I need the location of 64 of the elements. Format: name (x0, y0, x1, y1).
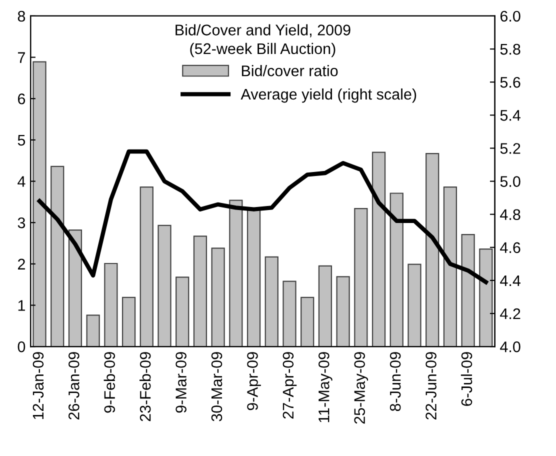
y2-tick-label: 5.8 (500, 44, 520, 55)
x-tick-label: 23-Feb-09 (140, 352, 151, 422)
y2-tick-label: 6.0 (500, 10, 520, 22)
y2-tick-label: 5.4 (500, 110, 520, 121)
y-tick-label: 8 (18, 10, 26, 22)
text: (52-week Bill Auction) (190, 42, 336, 58)
y2-tick-label: 5.0 (500, 176, 520, 187)
x-tick-label: 9-Apr-09 (247, 352, 261, 410)
bar (354, 208, 368, 347)
x-tick-label: 25-May-09 (354, 352, 368, 424)
bar (264, 256, 278, 347)
bar (282, 280, 296, 347)
bar (372, 152, 386, 347)
y-tick-label: 5 (18, 134, 26, 146)
y2-tick-label: 5.6 (500, 76, 520, 88)
bar (193, 236, 208, 347)
bar (479, 248, 493, 347)
bar (158, 224, 172, 347)
bar (211, 248, 225, 347)
x-tick-label: 26-Jan-09 (68, 352, 80, 420)
y2-tick-label: 4.0 (500, 341, 520, 352)
y2-tick-label: 4.4 (500, 275, 520, 286)
bar (443, 186, 458, 347)
bar (86, 314, 100, 347)
x-tick-label: 6-Jul-09 (460, 352, 472, 406)
y2-tick-label: 4.8 (500, 209, 520, 220)
bar (32, 61, 46, 347)
bar (140, 186, 154, 347)
legend-label: Bid/cover ratio (242, 65, 338, 76)
bar (300, 296, 314, 347)
y-tick-label: 6 (18, 93, 26, 104)
x-tick-label: 27-Apr-09 (282, 352, 297, 419)
bar (336, 276, 350, 347)
y-tick-label: 2 (18, 258, 25, 270)
x-tick-label: 11-May-09 (318, 352, 332, 422)
y-tick-label: 4 (18, 176, 26, 187)
y2-tick-label: 5.2 (500, 143, 520, 154)
x-tick-label: 9-Mar-09 (176, 352, 186, 413)
bar (318, 265, 332, 347)
bar (50, 166, 64, 347)
bar (246, 208, 261, 347)
x-tick-label: 12-Jan-09 (32, 352, 44, 420)
y-tick-label: 3 (18, 217, 26, 228)
y-tick-label: 0 (18, 341, 26, 352)
y2-tick-label: 4.6 (500, 242, 520, 254)
bar (408, 264, 422, 347)
bar (122, 296, 136, 347)
x-tick-label: 22-Jun-09 (426, 352, 436, 420)
legend-label: Average yield (right scale) (240, 88, 416, 103)
bar (176, 276, 190, 347)
bar (68, 229, 82, 347)
y2-tick-label: 4.2 (500, 308, 520, 320)
bar (229, 200, 243, 347)
line-series (37, 149, 488, 284)
bar (461, 234, 475, 347)
bar (426, 153, 440, 347)
x-tick-label: 9-Feb-09 (104, 352, 116, 413)
bar (104, 262, 118, 347)
x-tick-label: 8-Jun-09 (390, 352, 401, 412)
y-tick-label: 1 (18, 300, 25, 311)
y-tick-label: 7 (18, 52, 25, 63)
chart-title: Bid/Cover and Yield, 2009 (176, 24, 350, 38)
x-tick-label: 30-Mar-09 (211, 352, 222, 422)
bar (390, 192, 404, 347)
